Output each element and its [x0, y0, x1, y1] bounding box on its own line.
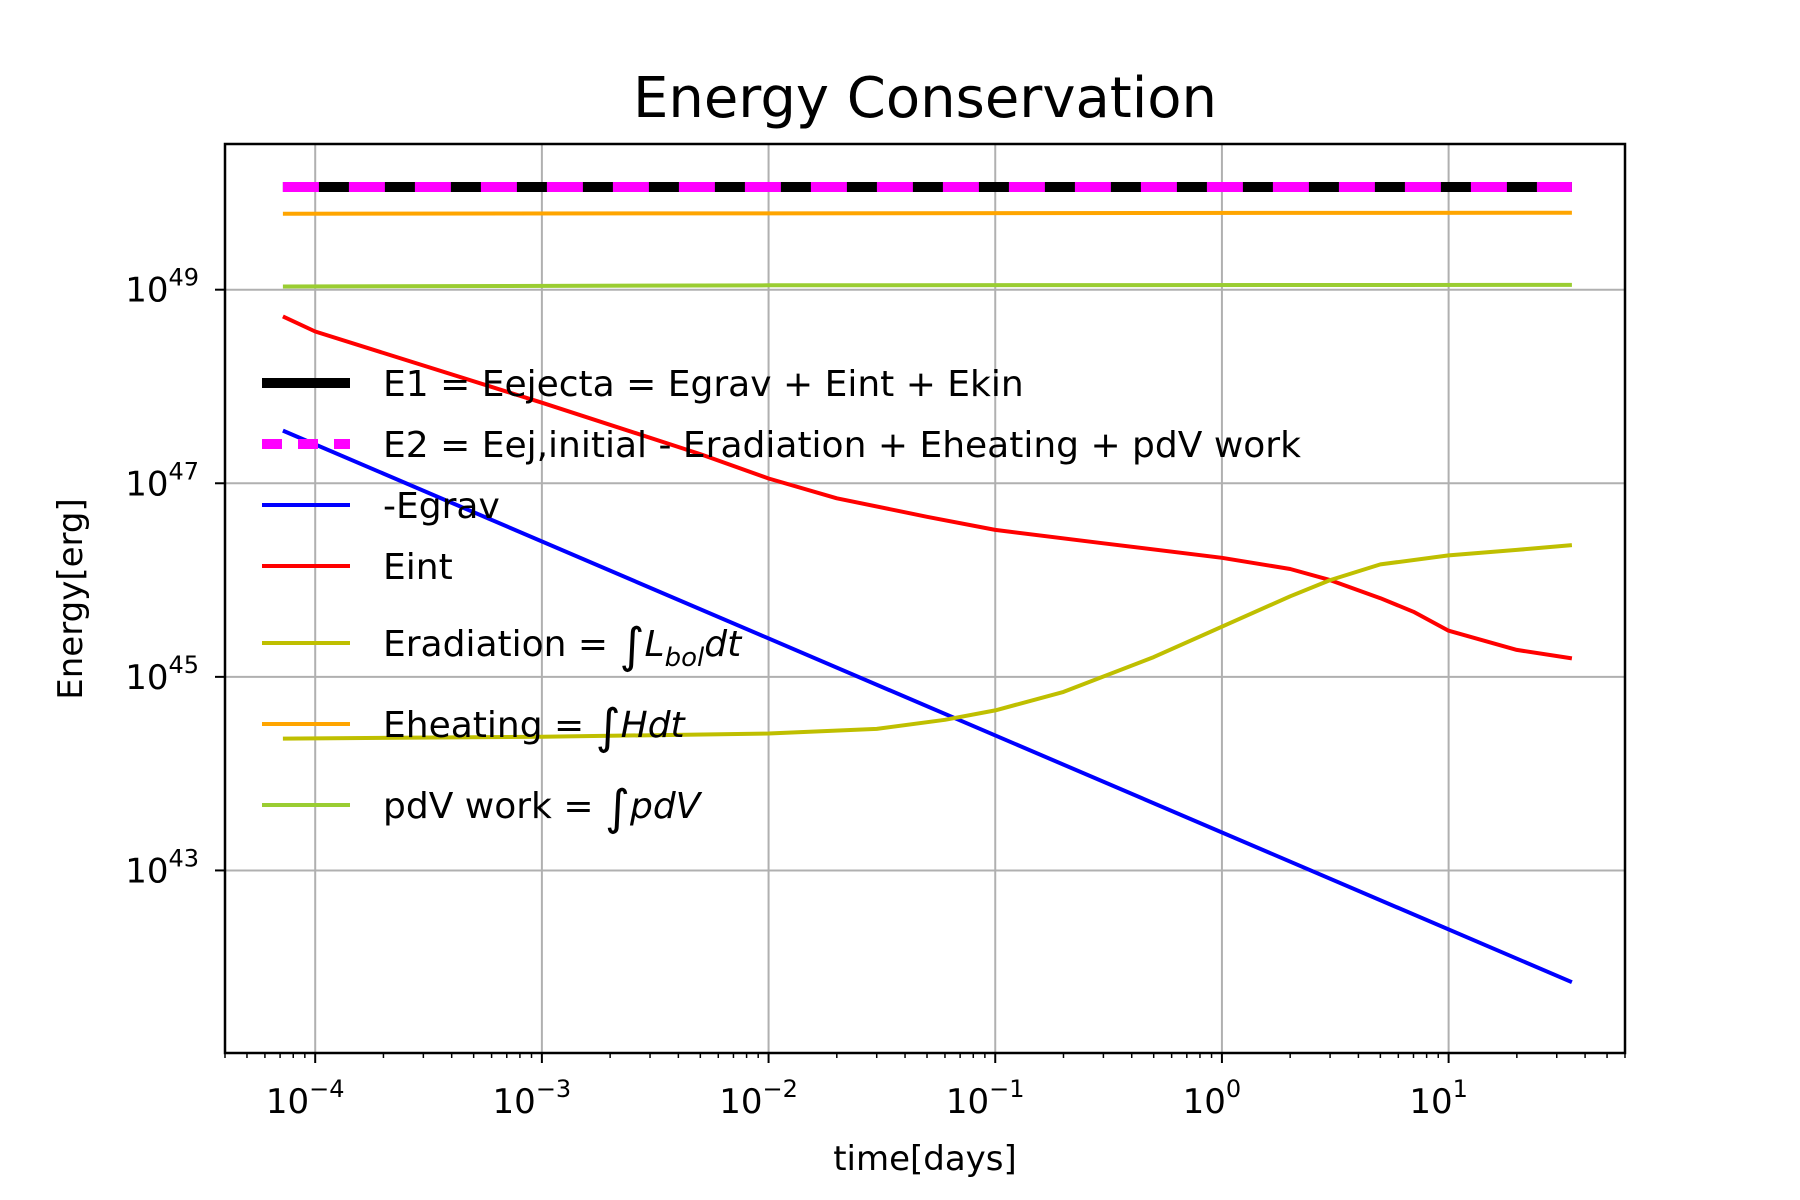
x-tick-label: 101 [1409, 1075, 1468, 1122]
legend-label-3: -Egrav [383, 486, 500, 527]
axis-ticks [215, 288, 1626, 1063]
y-tick-label: 1043 [125, 844, 199, 891]
series-line-5 [282, 543, 1573, 741]
x-tick-labels: 10−4 10−3 10−2 10−1 100 101 [266, 1075, 1468, 1122]
y-tick-label: 1049 [125, 264, 199, 311]
y-tick-labels: 1043 1045 1047 1049 [125, 264, 199, 892]
plot-frame [223, 142, 1627, 1055]
legend-label-2: E2 = Eej,initial - Eradiation + Eheating… [383, 425, 1301, 466]
y-tick-label: 1045 [125, 651, 199, 698]
series-line-7 [282, 282, 1572, 289]
series-line-6 [282, 210, 1572, 216]
legend-label-1: E1 = Eejecta = Egrav + Eint + Ekin [383, 364, 1024, 405]
y-tick-label: 1047 [125, 457, 199, 504]
series-line-3 [282, 428, 1573, 985]
x-tick-label: 10−2 [719, 1075, 798, 1122]
grid-lines [225, 144, 1625, 1053]
x-tick-label: 10−4 [266, 1075, 345, 1122]
legend-label-4: Eint [383, 547, 453, 588]
legend-label-7: pdV work = ∫pdV [383, 780, 703, 836]
legend-label-5: Eradiation = ∫Lboldt [383, 618, 743, 674]
legend-label-6: Eheating = ∫Hdt [383, 699, 687, 755]
chart-title: Energy Conservation [633, 66, 1217, 131]
x-tick-label: 10−1 [946, 1075, 1025, 1122]
legend: E1 = Eejecta = Egrav + Eint + Ekin E2 = E… [262, 364, 1301, 836]
x-tick-label: 100 [1183, 1075, 1242, 1122]
x-axis-label: time[days] [833, 1139, 1017, 1179]
x-tick-label: 10−3 [493, 1075, 572, 1122]
y-axis-label: Energy[erg] [51, 498, 91, 699]
series-line-4 [282, 314, 1573, 661]
series-lines [282, 182, 1573, 985]
